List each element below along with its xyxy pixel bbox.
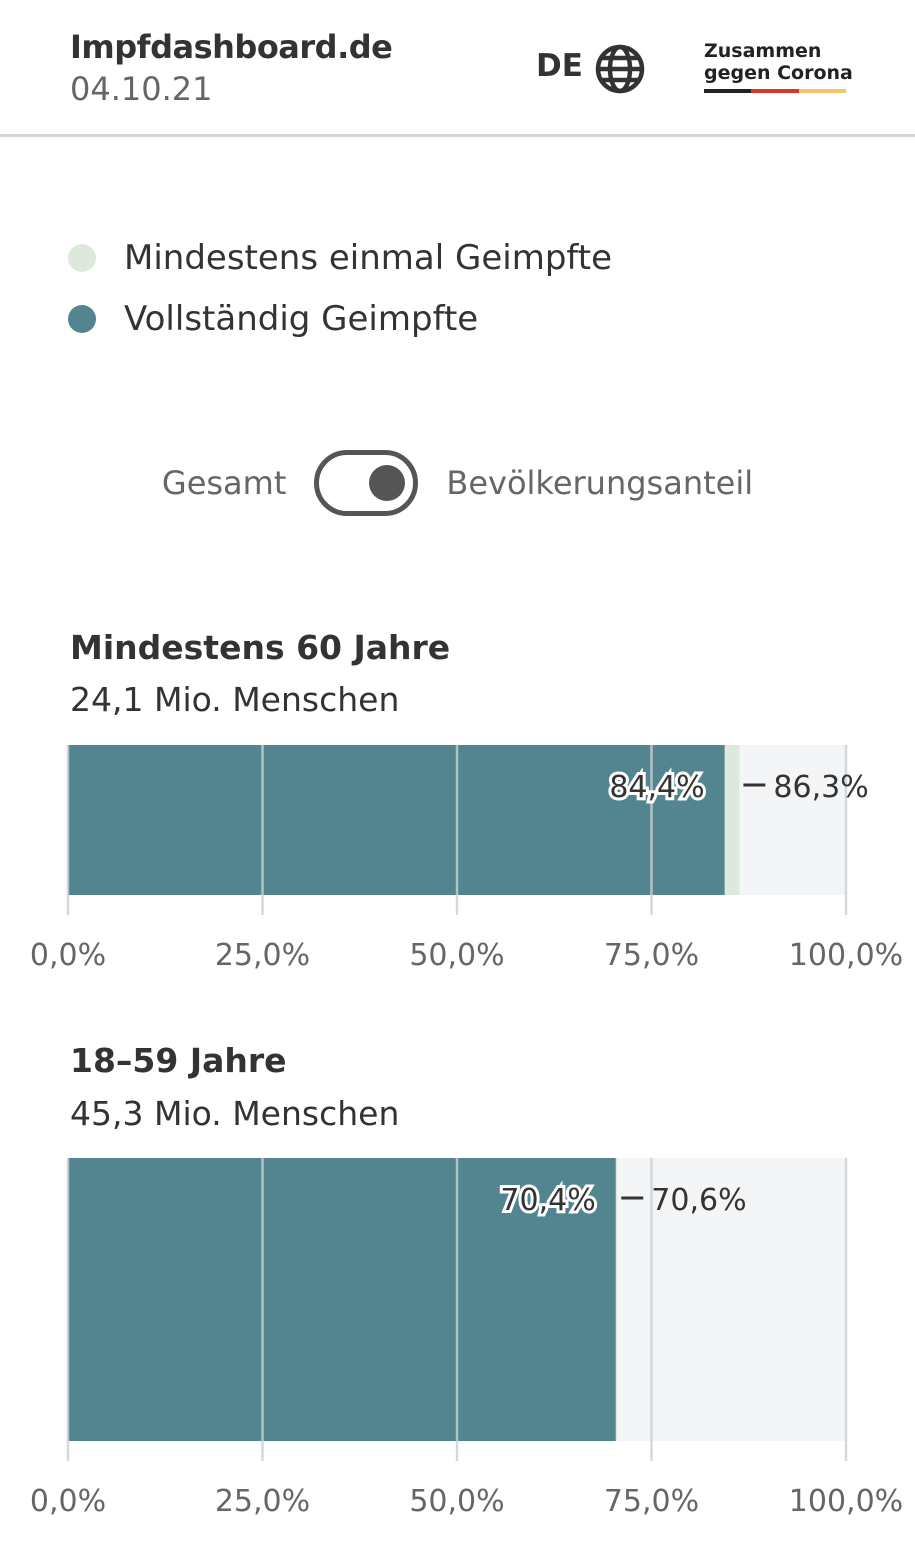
tick-label: 25,0% [215, 938, 310, 973]
brand-line2: gegen Corona [704, 62, 853, 84]
chart-title: Mindestens 60 Jahre [70, 628, 451, 667]
label-first-dose: 86,3% [773, 770, 868, 805]
label-fully-vaccinated: 84,4% [609, 770, 704, 805]
tick-label: 50,0% [409, 1484, 504, 1519]
legend-item-full: Vollständig Geimpfte [68, 299, 478, 339]
brand-logo[interactable]: Zusammen gegen Corona [704, 40, 853, 84]
chart-title: 18–59 Jahre [70, 1041, 287, 1080]
tick-label: 0,0% [30, 938, 106, 973]
app-title[interactable]: Impfdashboard.de [70, 28, 393, 66]
language-label[interactable]: DE [536, 48, 583, 84]
header: Impfdashboard.de 04.10.21 DE Zusammen ge… [0, 0, 915, 137]
bar-chart-60plus: 0,0% 25,0% 50,0% 75,0% 100,0% 84,4% 86,3% [30, 745, 903, 973]
tick-label: 0,0% [30, 1484, 106, 1519]
view-toggle-switch[interactable] [314, 450, 419, 516]
label-fully-vaccinated: 70,4% [500, 1183, 595, 1218]
tick-label: 75,0% [604, 1484, 699, 1519]
toggle-label-anteil[interactable]: Bevölkerungsanteil [446, 464, 754, 502]
chart-subtitle: 24,1 Mio. Menschen [70, 680, 400, 719]
tick-label: 25,0% [215, 1484, 310, 1519]
toggle-knob [369, 465, 406, 501]
bar-chart-18-59: 0,0% 25,0% 50,0% 75,0% 100,0% 70,4% 70,6% [30, 1158, 903, 1519]
bar-fully-vaccinated [68, 745, 725, 895]
tick-label: 50,0% [409, 938, 504, 973]
toggle-label-gesamt[interactable]: Gesamt [161, 464, 287, 502]
legend-label: Mindestens einmal Geimpfte [124, 238, 613, 278]
legend-dot-icon [68, 305, 96, 333]
brand-line1: Zusammen [704, 40, 822, 62]
label-first-dose: 70,6% [651, 1183, 746, 1218]
globe-icon[interactable] [594, 43, 646, 95]
date: 04.10.21 [70, 70, 213, 108]
bar-fully-vaccinated [68, 1158, 616, 1441]
flag-stripe [704, 89, 846, 93]
view-toggle-row: Gesamt Bevölkerungsanteil [0, 450, 915, 516]
legend-dot-icon [68, 244, 96, 272]
legend-item-first-dose: Mindestens einmal Geimpfte [68, 238, 612, 278]
tick-label: 75,0% [604, 938, 699, 973]
legend-label: Vollständig Geimpfte [124, 299, 479, 339]
tick-label: 100,0% [789, 938, 903, 973]
tick-label: 100,0% [789, 1484, 903, 1519]
chart-subtitle: 45,3 Mio. Menschen [70, 1094, 400, 1133]
